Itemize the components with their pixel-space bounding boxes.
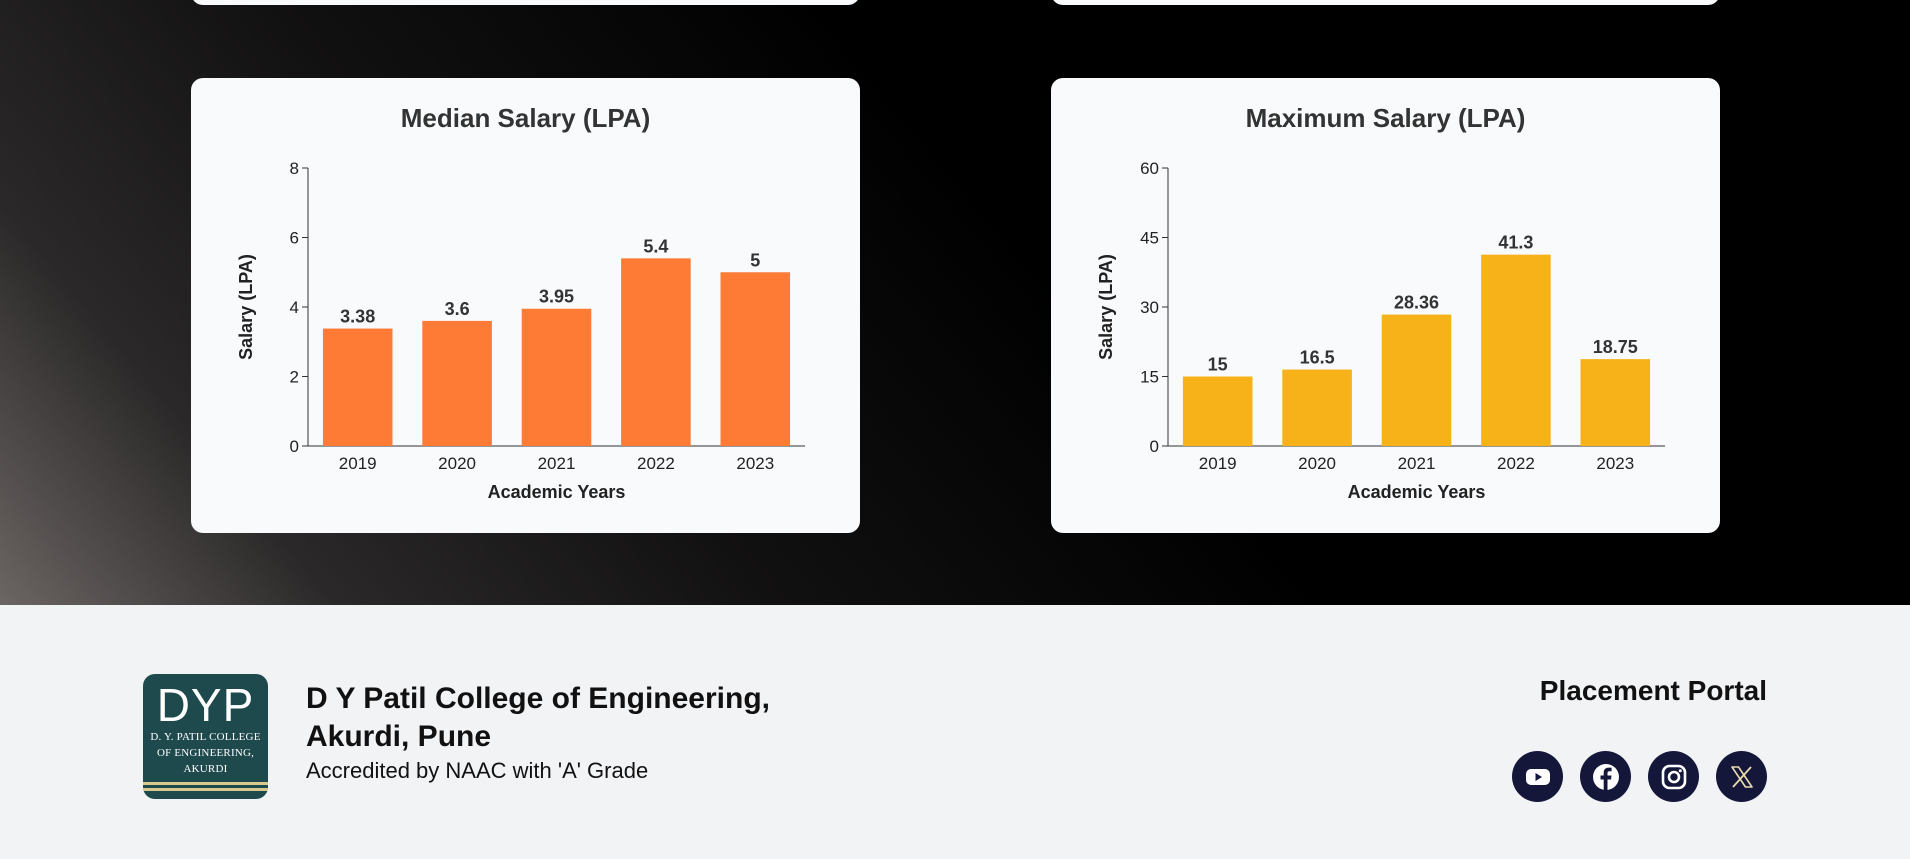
bar-value-label: 16.5 [1300,348,1335,368]
instagram-link[interactable] [1648,751,1699,802]
x-icon [1730,765,1753,788]
bar-value-label: 28.36 [1394,293,1439,313]
bar [1282,369,1352,446]
bar-value-label: 18.75 [1593,337,1638,357]
social-links [1512,751,1767,802]
footer: DYP D. Y. PATIL COLLEGE OF ENGINEERING, … [0,605,1910,859]
statistics-section: Median Salary (LPA) 0 2 4 6 8 3.38 2019 3.6 2020… [0,0,1910,605]
maximum-salary-chart: 0 15 30 45 60 15 2019 16.5 2020 28.36 2021 41.3 2022… [1096,159,1665,502]
chart-title: Median Salary (LPA) [400,103,651,133]
bar [621,258,691,446]
college-name-line: Akurdi, Pune [306,720,492,753]
y-tick-label: 0 [290,437,299,456]
bar [720,272,791,446]
bar [322,328,393,446]
median-salary-chart: 0 2 4 6 8 3.38 2019 3.6 2020 3.95 2021 5.4 2022 5 2023… [236,159,805,502]
maximum-salary-card: Maximum Salary (LPA) 0 15 30 45 60 15 2019 16.5… [1051,78,1720,533]
bar-value-label: 3.38 [340,307,375,327]
bar-value-label: 5 [750,250,760,270]
placement-portal-title: Placement Portal [1539,675,1767,706]
y-axis-title: Salary (LPA) [1096,254,1116,360]
y-axis-title: Salary (LPA) [236,254,256,360]
bar-value-label: 15 [1208,355,1228,375]
y-tick-label: 60 [1140,159,1159,178]
x-tick-label: 2021 [538,454,576,473]
y-tick-label: 30 [1140,298,1159,317]
x-tick-label: 2019 [339,454,377,473]
youtube-icon [1525,768,1550,785]
y-tick-label: 45 [1140,229,1159,248]
logo-text-line: D. Y. PATIL COLLEGE [150,731,261,743]
logo-text-line: AKURDI [183,763,228,775]
bar-value-label: 3.95 [539,287,574,307]
bar-value-label: 5.4 [643,236,668,256]
youtube-link[interactable] [1512,751,1563,802]
x-tick-label: 2020 [1298,454,1336,473]
logo-stripe [143,782,268,785]
bar-value-label: 3.6 [445,299,470,319]
x-tick-label: 2020 [438,454,476,473]
y-tick-label: 0 [1150,437,1159,456]
y-tick-label: 15 [1140,368,1159,387]
logo-text-line: OF ENGINEERING, [156,747,255,759]
bar [422,320,492,446]
college-name: D Y Patil College of Engineering, Akurdi… [306,680,906,756]
x-twitter-link[interactable] [1716,751,1767,802]
y-tick-label: 4 [290,298,299,317]
facebook-link[interactable] [1580,751,1631,802]
x-tick-label: 2022 [1497,454,1535,473]
logo-mark: DYP [156,679,255,731]
x-tick-label: 2021 [1398,454,1436,473]
bar [1481,254,1551,446]
accreditation-text: Accredited by NAAC with 'A' Grade [306,758,649,783]
bar [1381,314,1452,446]
median-salary-card: Median Salary (LPA) 0 2 4 6 8 3.38 2019 3.6 2020… [191,78,860,533]
bar [1580,359,1651,446]
bar-value-label: 41.3 [1498,233,1533,253]
facebook-icon [1592,763,1619,792]
chart-card-previous-left [191,0,860,5]
college-logo[interactable]: DYP D. Y. PATIL COLLEGE OF ENGINEERING, … [143,674,268,799]
y-tick-label: 6 [290,229,299,248]
logo-stripe [143,788,268,791]
chart-title: Maximum Salary (LPA) [1245,103,1526,133]
college-name-line: D Y Patil College of Engineering, [306,682,770,715]
x-axis-title: Academic Years [488,482,626,502]
bar [521,308,592,446]
y-tick-label: 2 [290,368,299,387]
chart-card-previous-right [1051,0,1720,5]
instagram-icon [1661,764,1686,789]
bar [1182,376,1253,446]
x-tick-label: 2019 [1199,454,1237,473]
x-tick-label: 2023 [736,454,774,473]
y-tick-label: 8 [290,159,299,178]
x-tick-label: 2023 [1596,454,1634,473]
x-axis-title: Academic Years [1348,482,1486,502]
x-tick-label: 2022 [637,454,675,473]
